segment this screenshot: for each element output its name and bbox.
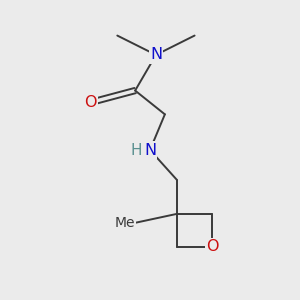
Text: N: N bbox=[144, 142, 156, 158]
Text: Me: Me bbox=[115, 216, 135, 230]
Text: O: O bbox=[206, 239, 219, 254]
Text: O: O bbox=[84, 95, 97, 110]
Text: N: N bbox=[150, 47, 162, 62]
Text: H: H bbox=[131, 142, 142, 158]
